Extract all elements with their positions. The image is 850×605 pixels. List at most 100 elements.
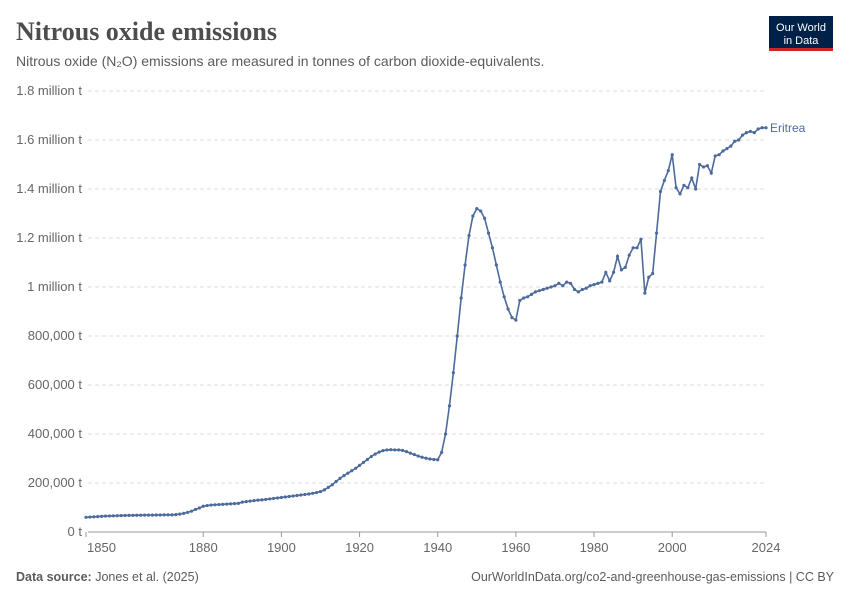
- point: [713, 154, 717, 158]
- y-tick-label: 400,000 t: [28, 426, 83, 441]
- point: [709, 171, 713, 175]
- point: [651, 271, 655, 276]
- point: [111, 514, 115, 518]
- logo[interactable]: Our World in Data: [769, 16, 833, 51]
- point: [483, 216, 487, 220]
- x-tick-label: 2000: [658, 540, 687, 555]
- point: [662, 178, 666, 183]
- y-tick-label: 1 million t: [27, 279, 82, 294]
- point: [549, 285, 553, 289]
- point: [103, 514, 108, 518]
- point: [295, 493, 299, 498]
- point: [96, 514, 100, 519]
- point: [279, 495, 284, 500]
- y-tick-label: 1.6 million t: [16, 132, 82, 147]
- point: [572, 287, 577, 292]
- point: [522, 296, 526, 300]
- point: [561, 284, 565, 288]
- point: [330, 483, 334, 487]
- series-label: Eritrea: [770, 121, 806, 135]
- point: [557, 281, 561, 285]
- point: [377, 450, 381, 454]
- point: [217, 502, 221, 507]
- point: [518, 298, 522, 303]
- point: [459, 296, 463, 300]
- point: [494, 263, 498, 267]
- y-tick-label: 600,000 t: [28, 377, 83, 392]
- point: [654, 231, 659, 235]
- point: [314, 490, 319, 495]
- point: [373, 452, 377, 456]
- point: [139, 513, 143, 517]
- point: [232, 501, 237, 506]
- point: [697, 162, 702, 167]
- point: [623, 265, 627, 269]
- point: [541, 287, 545, 292]
- point: [440, 450, 444, 454]
- point: [174, 513, 178, 517]
- point: [357, 463, 362, 467]
- y-tick-label: 1.4 million t: [16, 181, 82, 196]
- point: [635, 246, 639, 250]
- point: [510, 316, 514, 320]
- x-tick-label: 1920: [345, 540, 374, 555]
- point: [416, 454, 420, 458]
- point: [479, 209, 483, 213]
- point: [307, 492, 311, 496]
- point: [432, 457, 436, 462]
- point: [178, 512, 182, 516]
- point: [682, 183, 686, 187]
- point: [596, 281, 600, 285]
- point: [260, 498, 264, 502]
- point: [303, 492, 307, 497]
- point: [514, 318, 518, 322]
- point: [389, 448, 393, 452]
- point: [467, 233, 471, 238]
- point: [252, 499, 256, 503]
- point: [275, 496, 280, 500]
- point: [264, 497, 268, 502]
- x-tick-label: 2024: [752, 540, 781, 555]
- point: [240, 500, 244, 504]
- point: [397, 448, 401, 452]
- logo-box: [769, 16, 833, 50]
- point: [361, 460, 366, 465]
- point: [526, 295, 530, 299]
- point: [701, 165, 706, 169]
- point: [744, 131, 749, 135]
- point: [760, 126, 764, 130]
- point: [88, 515, 92, 519]
- point: [127, 513, 131, 517]
- point: [584, 286, 588, 290]
- point: [475, 207, 479, 211]
- point: [537, 289, 541, 293]
- point: [486, 231, 491, 235]
- point: [568, 281, 573, 285]
- point: [694, 187, 698, 191]
- point: [498, 280, 502, 284]
- point: [354, 466, 358, 470]
- point: [447, 404, 452, 408]
- point: [400, 448, 405, 453]
- point: [193, 507, 198, 512]
- point: [123, 513, 127, 518]
- point: [322, 488, 326, 492]
- point: [647, 275, 651, 279]
- point: [268, 497, 272, 501]
- point: [143, 513, 147, 517]
- point: [283, 495, 287, 499]
- point: [600, 280, 604, 284]
- x-tick-label: 1900: [267, 540, 296, 555]
- footer-link[interactable]: OurWorldInData.org/co2-and-greenhouse-ga…: [471, 570, 835, 584]
- point: [291, 494, 295, 498]
- point: [420, 455, 424, 459]
- y-tick-label: 1.2 million t: [16, 230, 82, 245]
- point: [209, 503, 213, 507]
- x-tick-label: 1960: [501, 540, 530, 555]
- point: [150, 513, 155, 517]
- point: [752, 131, 756, 135]
- point: [299, 493, 303, 497]
- point: [311, 491, 315, 495]
- point: [213, 503, 217, 507]
